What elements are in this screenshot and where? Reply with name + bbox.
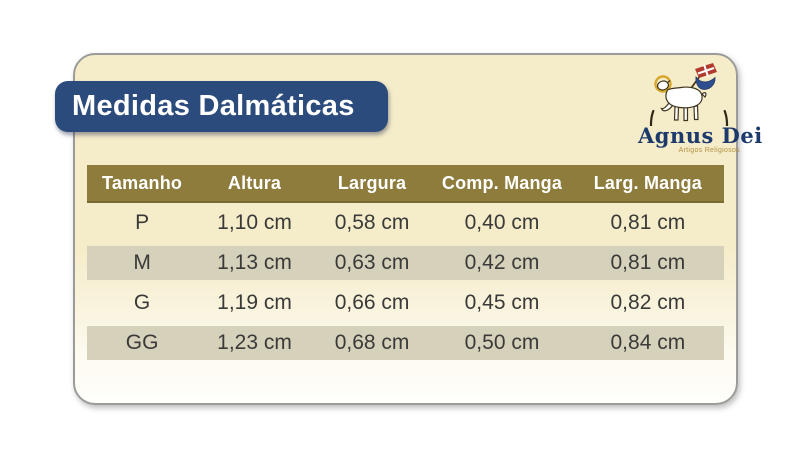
table-cell: 1,10 cm [217, 211, 292, 234]
column-header-tamanho: Tamanho [102, 172, 183, 193]
title-badge: Medidas Dalmáticas [55, 81, 388, 132]
brand-tagline: Artigos Religiosos [678, 147, 740, 154]
brand-logo: Agnus Dei Artigos Religiosos [638, 60, 763, 154]
column-header-altura: Altura [227, 172, 282, 193]
table-cell: P [135, 211, 150, 234]
table-cell: M [133, 251, 151, 274]
table-cell: 0,84 cm [610, 331, 686, 354]
table-cell: 0,66 cm [334, 291, 410, 314]
table-cell: 0,81 cm [610, 251, 686, 274]
table-row-g: G 1,19 cm 0,66 cm 0,45 cm 0,82 cm [87, 283, 724, 323]
table-cell: G [133, 291, 151, 314]
table-cell: 0,68 cm [334, 331, 410, 354]
table-cell: 1,23 cm [217, 331, 292, 354]
measurements-table: Tamanho Altura Largura Comp. Manga Larg.… [87, 165, 724, 363]
table-cell: 0,81 cm [610, 211, 686, 234]
page-title: Medidas Dalmáticas [72, 90, 355, 122]
table-cell: 0,63 cm [334, 251, 410, 274]
column-header-larg-manga: Larg. Manga [593, 172, 702, 193]
table-row-p: P 1,10 cm 0,58 cm 0,40 cm 0,81 cm [87, 203, 724, 243]
table-cell: GG [125, 331, 159, 354]
measurements-card: Agnus Dei Artigos Religiosos Tamanho Alt… [73, 53, 762, 405]
table-cell: 0,50 cm [464, 331, 540, 354]
table-cell: 0,82 cm [610, 291, 686, 314]
column-header-largura: Largura [337, 172, 407, 193]
table-cell: 0,40 cm [464, 211, 540, 234]
table-cell: 1,19 cm [217, 291, 292, 314]
table-cell: 0,58 cm [334, 211, 410, 234]
table-cell: 0,45 cm [464, 291, 540, 314]
table-cell: 1,13 cm [217, 251, 292, 274]
column-header-comp-manga: Comp. Manga [441, 172, 563, 193]
table-header-row: Tamanho Altura Largura Comp. Manga Larg.… [87, 165, 724, 203]
table-cell: 0,42 cm [464, 251, 540, 274]
brand-name: Agnus Dei [638, 123, 763, 148]
table-row-m: M 1,13 cm 0,63 cm 0,42 cm 0,81 cm [87, 243, 724, 283]
table-row-gg: GG 1,23 cm 0,68 cm 0,50 cm 0,84 cm [87, 323, 724, 363]
agnus-dei-lamb-icon [649, 63, 729, 126]
